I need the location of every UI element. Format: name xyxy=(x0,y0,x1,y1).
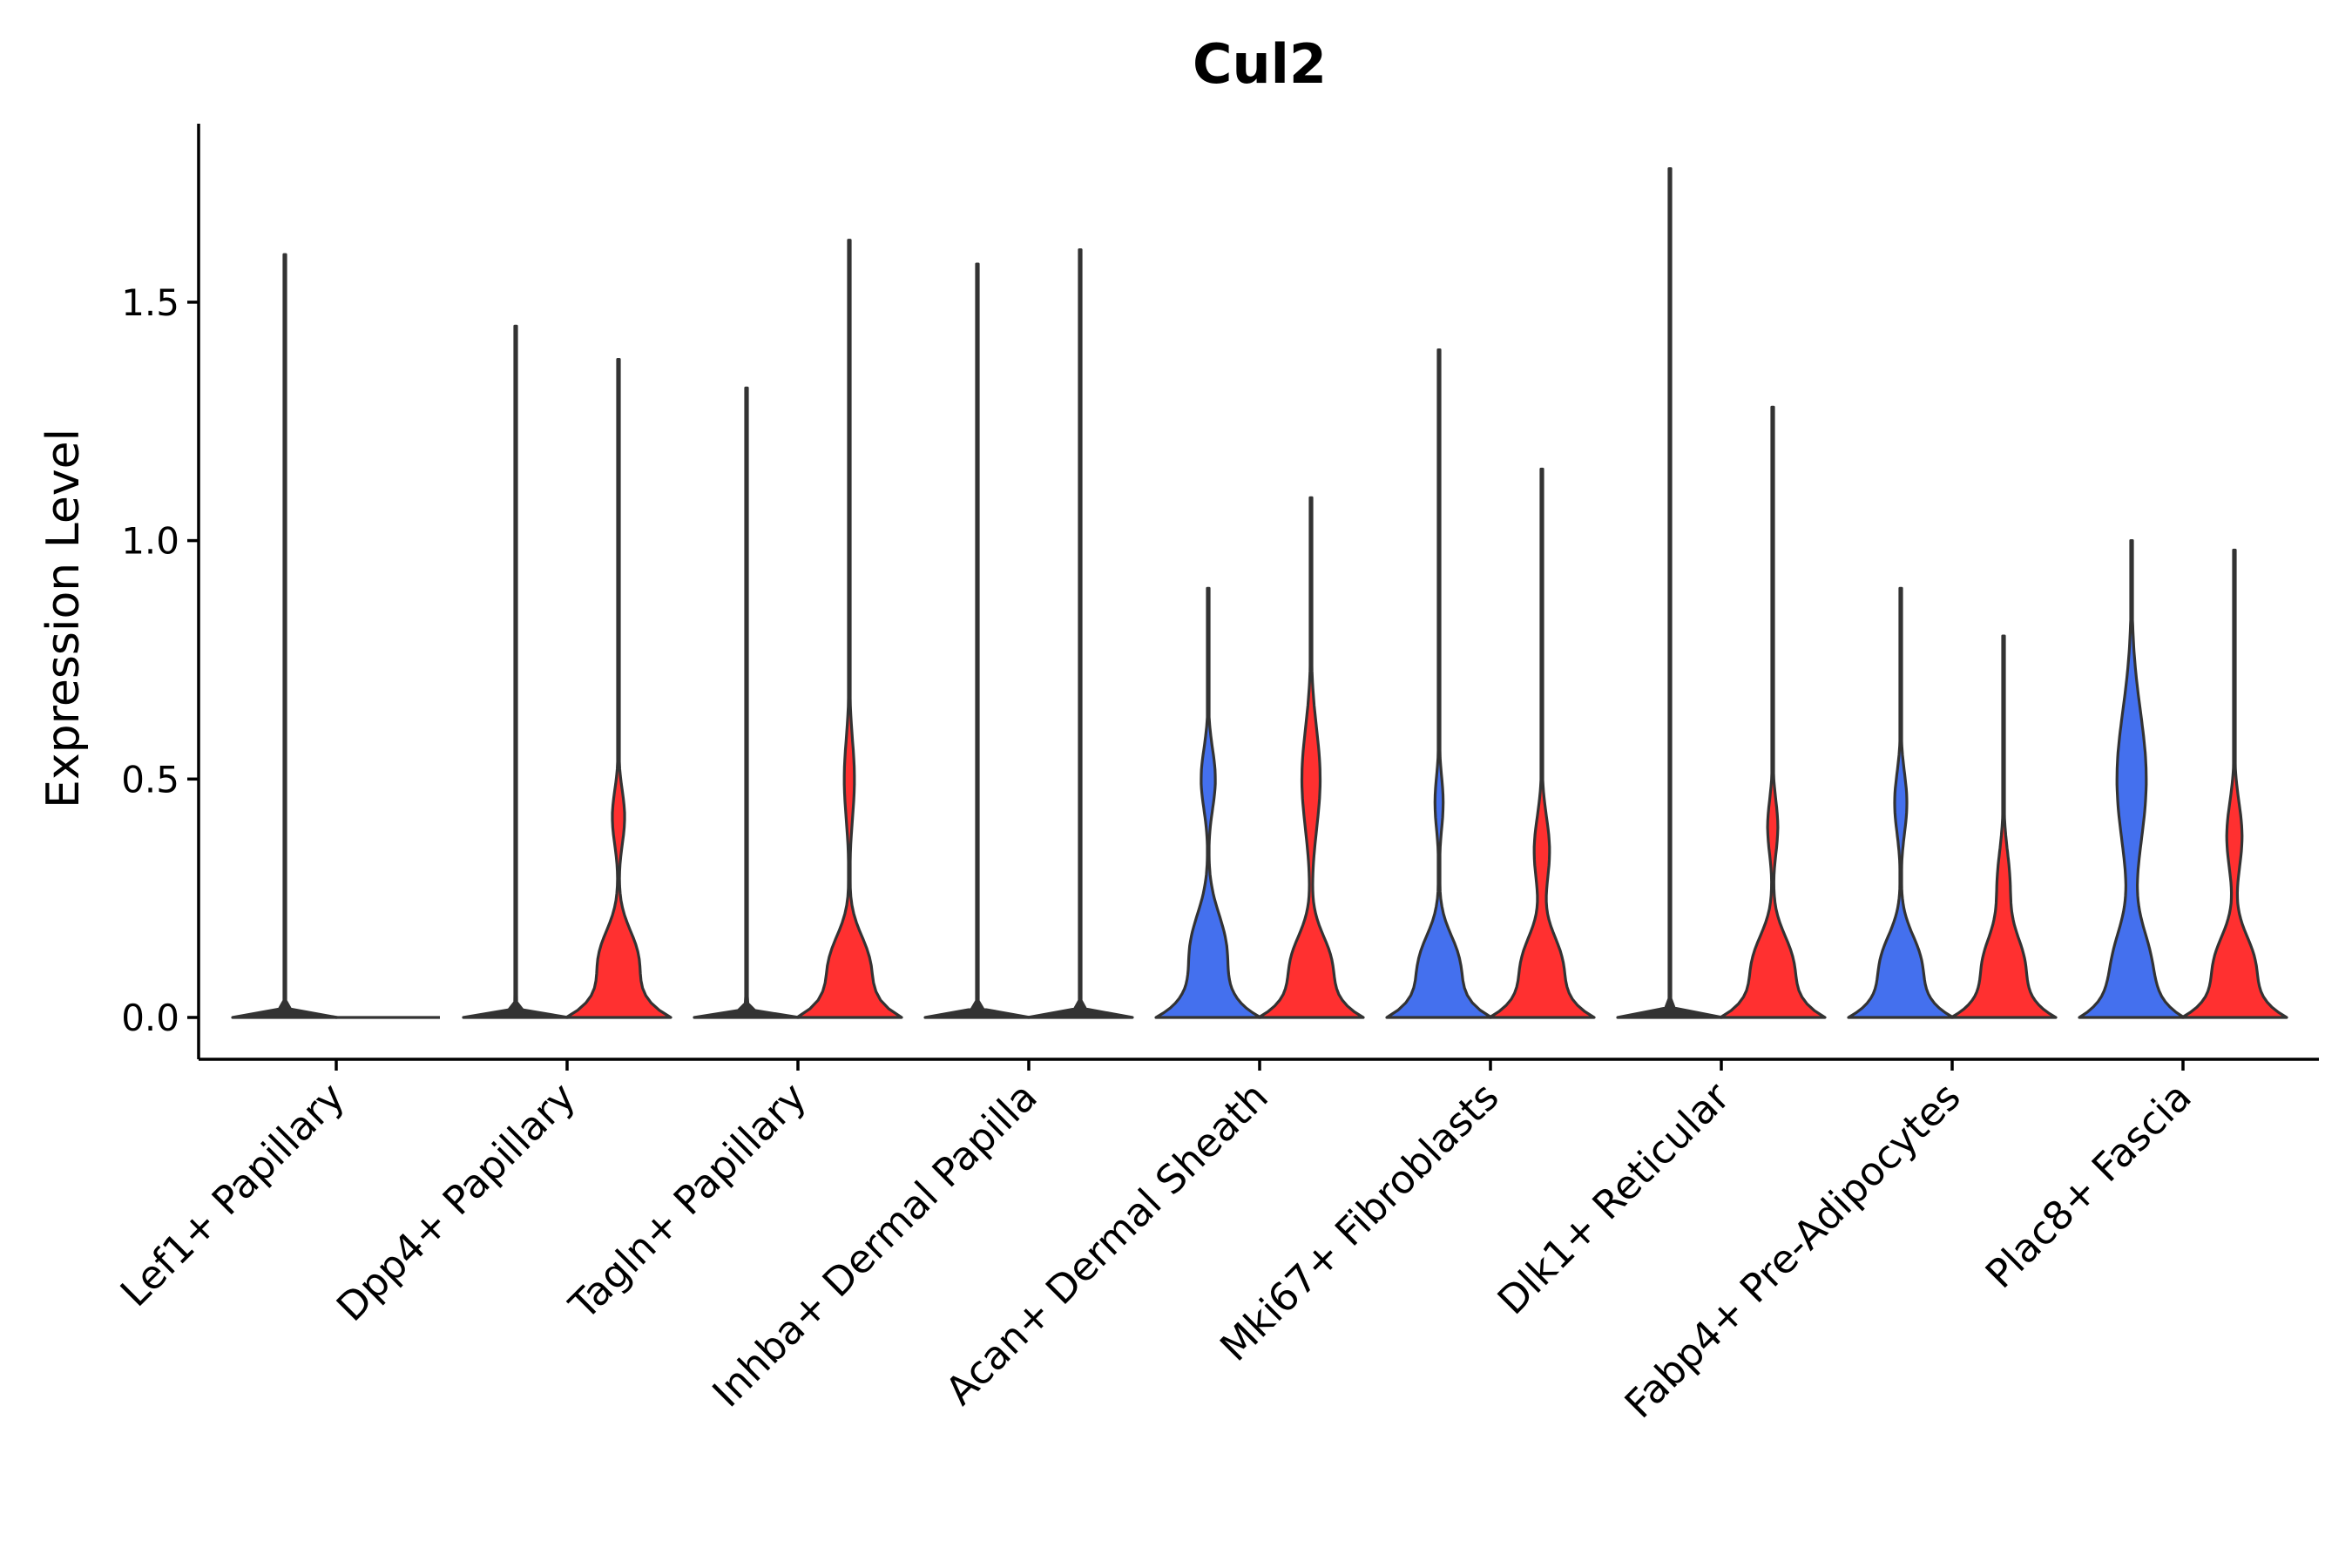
violin-red-6 xyxy=(1488,467,1596,1019)
x-category-label: Tagln+ Papillary xyxy=(560,1073,815,1328)
x-category-label: Dlk1+ Reticular xyxy=(1489,1073,1739,1323)
chart-title: Cul2 xyxy=(1193,32,1327,96)
x-category-label: Plac8+ Fascia xyxy=(1977,1073,2200,1297)
violin-red-2 xyxy=(564,358,672,1019)
y-tick-label: 1.0 xyxy=(121,520,179,563)
x-category-label: Dpp4+ Papillary xyxy=(328,1073,585,1330)
violin-blue-6 xyxy=(1385,348,1493,1019)
y-tick-label: 0.0 xyxy=(121,997,179,1039)
violin-blue-1 xyxy=(231,253,339,1019)
violin-blue-5 xyxy=(1154,586,1262,1019)
violin-blue-8 xyxy=(1847,586,1955,1019)
violin-blue-3 xyxy=(693,386,801,1019)
x-category-label: Lef1+ Papillary xyxy=(112,1073,354,1315)
y-ticks: 0.0 0.5 1.0 1.5 xyxy=(121,281,199,1039)
y-tick-label: 1.5 xyxy=(121,281,179,324)
violin-red-9 xyxy=(2180,548,2288,1019)
violin-red-3 xyxy=(795,239,903,1019)
violin-red-5 xyxy=(1257,496,1365,1019)
violin-blue-7 xyxy=(1616,167,1724,1019)
y-axis-label: Expression Level xyxy=(37,429,90,808)
violin-layer xyxy=(231,167,2288,1019)
violin-blue-4 xyxy=(923,262,1031,1019)
violin-red-4 xyxy=(1026,248,1134,1019)
violin-blue-2 xyxy=(462,324,570,1019)
violin-blue-9 xyxy=(2078,539,2186,1019)
violin-red-8 xyxy=(1950,634,2058,1019)
violin-red-7 xyxy=(1719,405,1827,1019)
y-tick-label: 0.5 xyxy=(121,758,179,801)
